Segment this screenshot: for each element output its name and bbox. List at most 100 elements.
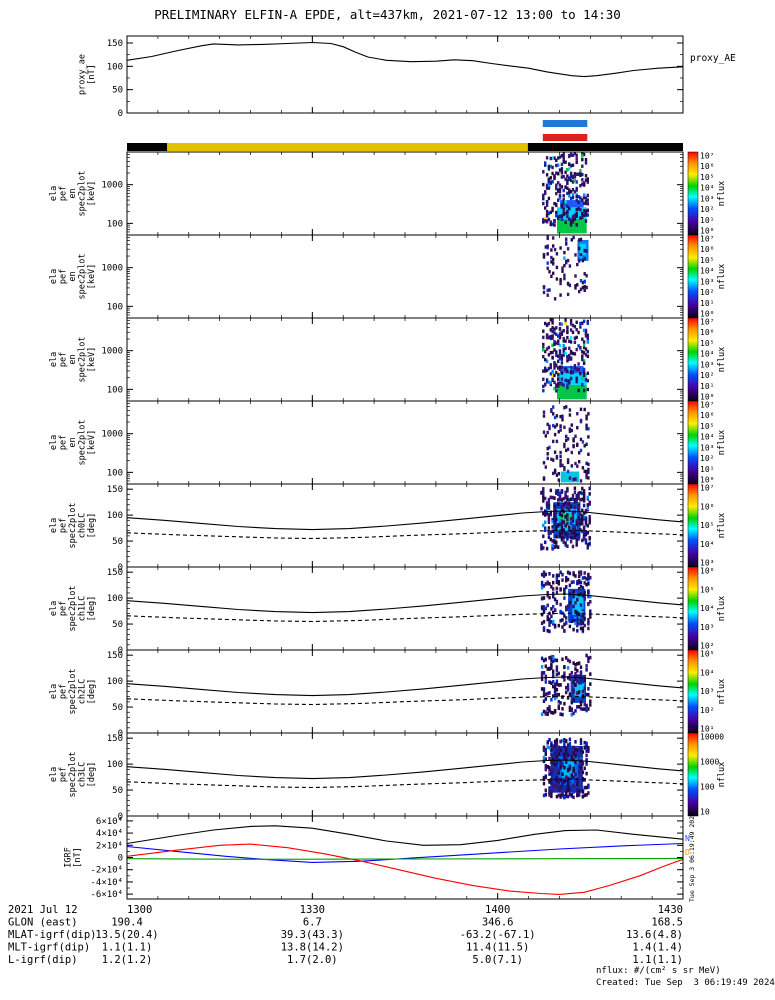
spec-bin	[545, 501, 549, 505]
spec-bin	[552, 439, 555, 444]
spec-bin	[553, 513, 556, 518]
spec-bin	[583, 285, 586, 289]
spec-bin	[559, 793, 562, 797]
spec-bin	[542, 477, 546, 481]
table-cell: -63.2(-67.1)	[460, 929, 536, 941]
ytick-label: 100	[107, 62, 123, 72]
ytick-label: 0	[118, 854, 123, 864]
spec-bin	[578, 580, 581, 585]
ytick-label: 150	[107, 485, 123, 495]
spec-bin	[558, 365, 562, 369]
spec-bin	[573, 498, 577, 502]
spec-bin	[560, 519, 564, 523]
spec-bin	[560, 505, 564, 510]
spec-bin	[552, 785, 555, 790]
ytick-label: -2×10⁴	[90, 866, 123, 876]
spec-bin	[566, 437, 570, 441]
spec-bin	[549, 336, 552, 341]
spec-bin	[547, 179, 551, 184]
spec-bin	[589, 672, 592, 676]
spec-bin	[566, 204, 569, 209]
spec-bin	[553, 247, 557, 252]
table-cell: 13.8(14.2)	[281, 942, 344, 954]
spec-bin	[547, 211, 551, 215]
panel-border	[126, 151, 684, 236]
spec-bin	[547, 366, 551, 371]
spec-bin	[563, 754, 566, 758]
spec-bin	[542, 546, 545, 550]
spec-bin	[582, 373, 586, 377]
side-timestamp: Tue Sep 3 06:19:49 2024	[688, 812, 696, 902]
spec-bin	[563, 780, 566, 784]
table-row-label: L-igrf(dip)	[8, 954, 78, 966]
spec-bin	[555, 658, 559, 663]
panel-ylabel: spec2plot	[68, 585, 78, 631]
spec-bin	[555, 527, 558, 531]
spec-bin	[582, 371, 586, 376]
spec-bin	[563, 273, 566, 277]
spec-bin	[587, 621, 590, 626]
spec-bin	[573, 499, 577, 504]
ytick-label: 50	[112, 537, 123, 547]
spec-bin	[565, 607, 568, 612]
spec-bin	[547, 196, 551, 201]
spec-bin	[552, 680, 555, 684]
spec-bin	[565, 794, 568, 799]
spec-bin	[568, 346, 571, 350]
panel-ylabel: proxy_ae	[78, 54, 88, 95]
spec-bin	[569, 328, 573, 332]
spec-bin	[587, 749, 590, 753]
spec-bin	[574, 621, 577, 626]
spec-bin	[563, 596, 566, 600]
spec-bin	[582, 496, 586, 500]
spec-bin	[553, 752, 557, 756]
spec-bin	[568, 167, 571, 171]
spec-bin	[572, 235, 575, 240]
spec-bin	[568, 357, 571, 361]
spec-bin	[542, 608, 546, 613]
spec-bin	[583, 678, 586, 683]
spec-bin	[566, 753, 570, 757]
spec-bin	[587, 467, 590, 472]
ytick-label: 150	[107, 39, 123, 49]
spec-bin	[544, 792, 547, 797]
ytick-label: 0	[118, 563, 123, 573]
spec-bin	[560, 162, 564, 167]
spec-bin	[558, 332, 562, 336]
spec-bin	[542, 596, 546, 600]
spec-bin	[584, 213, 588, 217]
spec-bin	[546, 741, 549, 745]
panel-ylabel: [nT]	[73, 847, 83, 867]
panel-ylabel: ela	[49, 518, 59, 533]
spec-bin	[568, 583, 572, 588]
spec-bin	[582, 345, 586, 350]
spec-bin	[565, 776, 568, 780]
table-row-label: 2021 Jul 12	[8, 904, 78, 916]
panel-ylabel: pef	[59, 684, 69, 699]
table-row-label: MLAT-igrf(dip)	[8, 929, 97, 941]
spec-bin	[568, 380, 571, 384]
spec-bin	[551, 543, 554, 548]
spec-bin	[549, 351, 552, 355]
panel-data-en_spec2plot_c	[542, 318, 589, 400]
colorbar-tick: 10⁶	[700, 411, 714, 420]
spec-bin	[542, 699, 546, 703]
spec-bin	[555, 183, 558, 187]
spec-bin	[579, 765, 583, 770]
spec-bin	[574, 671, 577, 676]
spec-bin	[555, 740, 559, 744]
spec-bin	[570, 615, 573, 619]
spec-bin	[560, 513, 564, 518]
spec-bin	[545, 378, 549, 382]
colorbar-tick: 10⁵	[700, 173, 714, 182]
spec-bin	[572, 790, 575, 794]
spec-bin	[578, 793, 581, 797]
colorbar-tick: 10⁴	[700, 184, 714, 193]
spec-bin	[562, 336, 565, 341]
spec-bin	[549, 164, 552, 169]
panel-border	[126, 732, 684, 817]
spec-bin	[552, 659, 555, 664]
spec-bin	[558, 530, 562, 535]
spec-bin	[555, 761, 559, 765]
spec-bin	[587, 617, 590, 622]
